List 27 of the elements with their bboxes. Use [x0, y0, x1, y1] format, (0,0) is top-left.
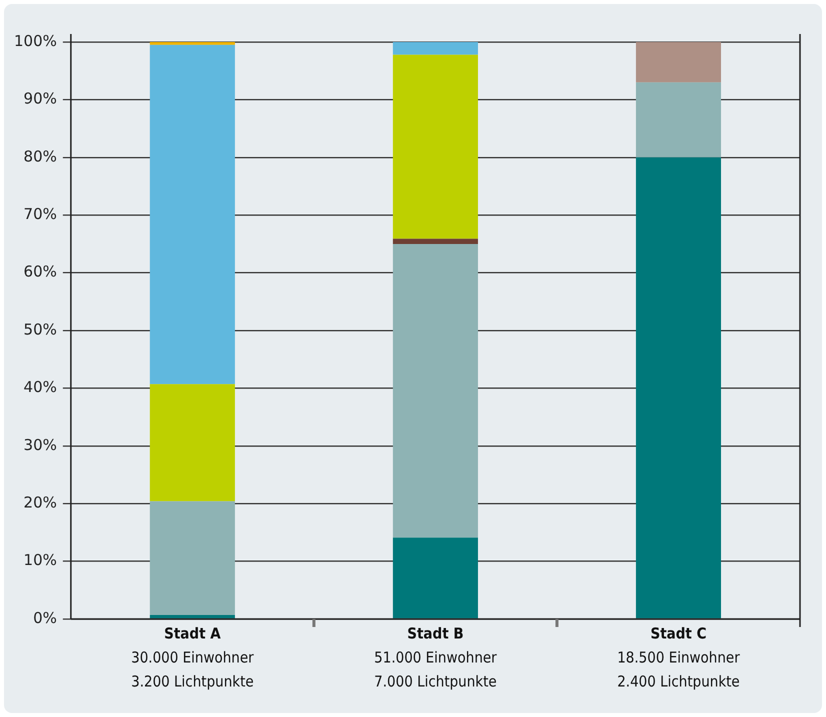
- bar: [636, 42, 722, 82]
- y-tick-label: 50%: [24, 320, 57, 338]
- bar: [392, 538, 478, 618]
- bar: [636, 82, 722, 158]
- y-tick-label: 40%: [24, 378, 57, 396]
- bar: [636, 157, 722, 618]
- bar: [150, 42, 235, 45]
- x-tick-label: Stadt A 30.000 Einwohner 3.200 Lichtpunkte: [131, 624, 254, 690]
- bar: [150, 501, 235, 615]
- y-tick-label: 60%: [24, 262, 57, 281]
- y-tick-label: 30%: [24, 436, 57, 454]
- bar: [392, 42, 478, 55]
- bar: [392, 54, 478, 239]
- bar: [150, 384, 235, 502]
- bar: [150, 614, 235, 618]
- bar: [392, 244, 478, 538]
- y-tick-label: 80%: [24, 147, 57, 166]
- bar: [392, 238, 478, 244]
- y-tick-label: 70%: [24, 204, 57, 223]
- y-tick-label: 20%: [24, 493, 57, 512]
- y-tick-label: 10%: [24, 551, 57, 570]
- y-tick-label: 100%: [14, 32, 57, 50]
- y-tick-label: 90%: [24, 90, 57, 108]
- bar: [150, 44, 235, 384]
- x-tick-label: Stadt C 18.500 Einwohner 2.400 Lichtpunkte: [617, 624, 740, 690]
- y-tick-label: 0%: [33, 608, 57, 627]
- x-tick-label: Stadt B 51.000 Einwohner 7.000 Lichtpunkte: [374, 624, 498, 690]
